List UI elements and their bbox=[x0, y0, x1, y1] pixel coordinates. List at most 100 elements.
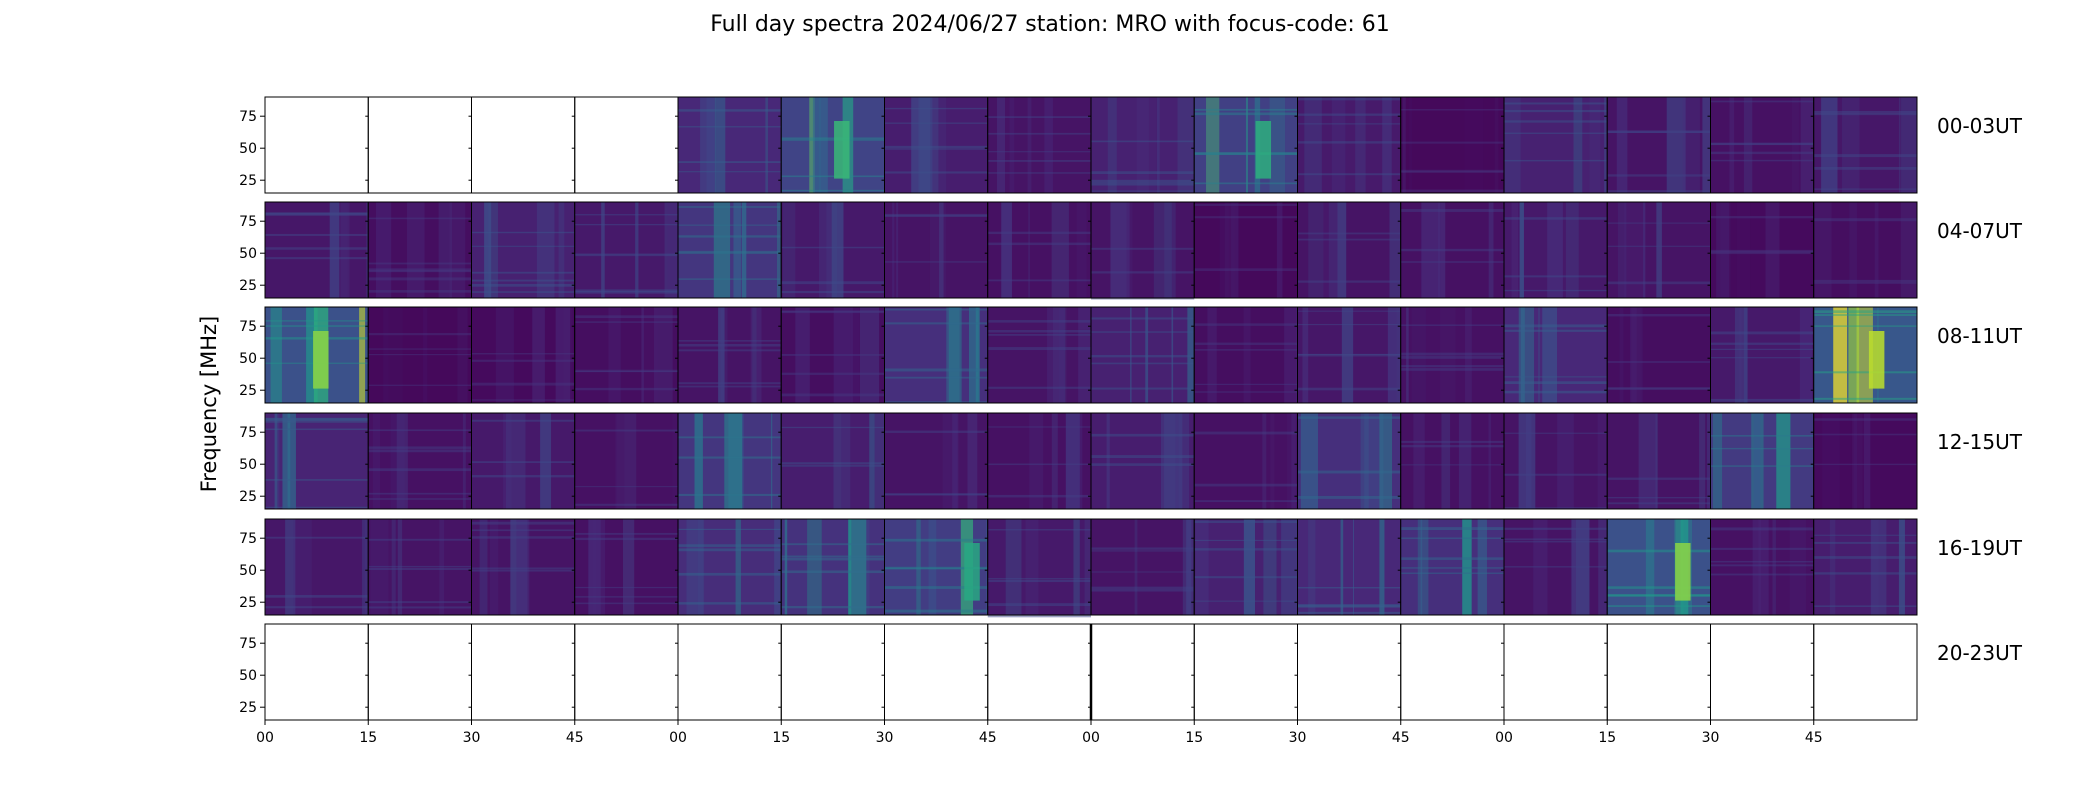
spectrogram-band bbox=[1276, 202, 1283, 298]
spectrogram-band bbox=[1001, 202, 1012, 298]
spectrogram-panel bbox=[678, 97, 782, 193]
spectrogram-line bbox=[987, 463, 1091, 466]
spectrogram-line bbox=[1297, 232, 1401, 235]
row-20-23UT: 25 50 75 20-23UT bbox=[239, 623, 2023, 721]
spectrogram-line bbox=[471, 567, 575, 570]
spectrogram-line bbox=[987, 320, 1091, 323]
spectrogram-line bbox=[368, 384, 472, 386]
spectrogram-band bbox=[1743, 307, 1748, 403]
spectrogram-band bbox=[1597, 413, 1608, 509]
spectrogram-band bbox=[1281, 519, 1298, 615]
spectrogram-line bbox=[1607, 130, 1711, 133]
spectrogram-line bbox=[368, 429, 472, 432]
spectrogram-line bbox=[1813, 314, 1917, 316]
spectrogram-line bbox=[1194, 151, 1298, 155]
spectrogram-band bbox=[750, 307, 762, 403]
spectrogram-line bbox=[368, 538, 472, 541]
spectrogram-line bbox=[1194, 182, 1298, 185]
spectrogram-band bbox=[1224, 202, 1235, 298]
spectrogram-line bbox=[781, 465, 885, 467]
spectrogram-band bbox=[1177, 97, 1194, 193]
spectrogram-line bbox=[781, 557, 885, 561]
spectrogram-line bbox=[1813, 113, 1917, 116]
y-tick-label: 75 bbox=[239, 531, 257, 547]
spectrogram-band bbox=[495, 307, 514, 403]
y-tick-label: 50 bbox=[239, 141, 257, 157]
spectrogram-line bbox=[1607, 174, 1711, 177]
spectrogram-line bbox=[1091, 433, 1195, 437]
spectrogram-line bbox=[678, 250, 782, 254]
spectrogram-band bbox=[1538, 307, 1540, 403]
spectrogram-band bbox=[1076, 202, 1087, 298]
spectrogram-line bbox=[1091, 586, 1195, 590]
spectrogram-band bbox=[1379, 519, 1385, 615]
spectrogram-band bbox=[1171, 307, 1174, 403]
spectrogram-band bbox=[406, 202, 425, 298]
spectrogram-line bbox=[678, 206, 782, 208]
spectrogram-band bbox=[1051, 202, 1069, 298]
spectrogram-line bbox=[471, 529, 575, 532]
spectrogram-line bbox=[368, 270, 472, 273]
spectrogram-line bbox=[368, 606, 472, 609]
spectrogram-line bbox=[1297, 280, 1401, 283]
spectrogram-line bbox=[574, 254, 678, 257]
spectrogram-band bbox=[1331, 97, 1346, 193]
spectrogram-panel bbox=[781, 97, 885, 193]
spectrogram-band bbox=[366, 202, 369, 298]
spectrogram-panel bbox=[1091, 519, 1195, 615]
spectrogram-line bbox=[1091, 140, 1195, 143]
spectrogram-line bbox=[884, 401, 988, 404]
x-tick-label: 00 bbox=[1495, 730, 1513, 746]
spectrogram-band bbox=[1511, 202, 1519, 298]
spectrogram-band bbox=[532, 307, 545, 403]
spectrogram-line bbox=[471, 245, 575, 247]
spectrogram-band bbox=[362, 519, 369, 615]
spectrogram-line bbox=[1297, 586, 1401, 589]
spectrogram-panel bbox=[1504, 97, 1608, 193]
spectrogram-band bbox=[1458, 413, 1472, 509]
spectrogram-band bbox=[1284, 307, 1298, 403]
spectrogram-line bbox=[1813, 572, 1917, 575]
spectrogram-line bbox=[1194, 342, 1298, 345]
spectrogram-band bbox=[641, 307, 644, 403]
spectrogram-band bbox=[1589, 97, 1601, 193]
spectrogram-line bbox=[678, 171, 782, 173]
spectrogram-band bbox=[1355, 97, 1366, 193]
spectrogram-line bbox=[574, 223, 678, 226]
spectrogram-band bbox=[1636, 307, 1643, 403]
spectrogram-line bbox=[265, 257, 369, 260]
spectrogram-line bbox=[1710, 560, 1814, 563]
spectrogram-band bbox=[1130, 307, 1132, 403]
spectrogram-band bbox=[340, 202, 350, 298]
spectrogram-line bbox=[781, 462, 885, 465]
spectrogram-band bbox=[1389, 202, 1401, 298]
spectrogram-line bbox=[884, 308, 988, 311]
spectrogram-line bbox=[368, 268, 472, 272]
spectrogram-line bbox=[1710, 573, 1814, 576]
spectrogram-band bbox=[1178, 413, 1190, 509]
spectrogram-line bbox=[1400, 464, 1504, 466]
spectrogram-band bbox=[1789, 519, 1806, 615]
spectrogram-line bbox=[1400, 141, 1504, 144]
spectrogram-band bbox=[1752, 519, 1769, 615]
spectrogram-line bbox=[471, 231, 575, 234]
spectrogram-band bbox=[1645, 519, 1655, 615]
spectrogram-band bbox=[718, 307, 725, 403]
panel-frame bbox=[574, 623, 679, 721]
spectrogram-line bbox=[987, 347, 1091, 351]
spectrogram-line bbox=[1400, 572, 1504, 574]
spectrogram-line bbox=[1194, 548, 1298, 551]
spectrogram-line bbox=[368, 333, 472, 336]
spectrogram-line bbox=[1813, 418, 1917, 421]
spectrogram-band bbox=[1624, 202, 1644, 298]
spectrogram-band bbox=[911, 97, 931, 193]
panel-frame bbox=[264, 623, 369, 721]
spectrogram-line bbox=[781, 555, 885, 558]
spectrogram-line bbox=[1091, 190, 1195, 192]
spectrogram-line bbox=[1194, 112, 1298, 116]
spectrogram-panel bbox=[884, 202, 988, 298]
spectrogram-line bbox=[471, 521, 575, 525]
panel-frame bbox=[1813, 623, 1918, 721]
spectrogram-panel bbox=[265, 202, 369, 298]
spectrogram-line bbox=[1710, 547, 1814, 550]
